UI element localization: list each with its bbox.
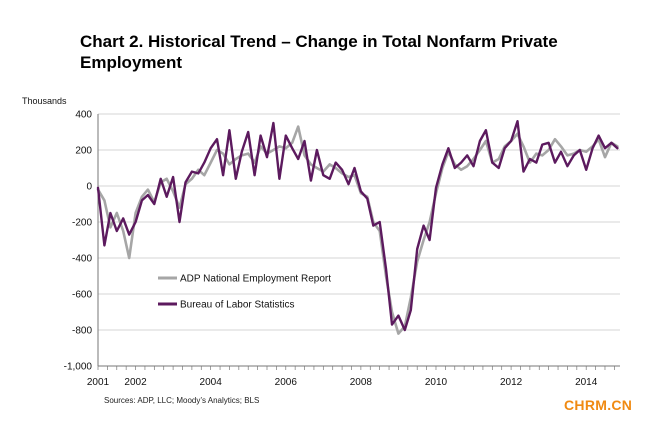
series-lines — [96, 120, 619, 335]
x-tick-label: 2006 — [275, 377, 298, 388]
y-tick-label: 400 — [75, 110, 92, 121]
series-line-bls — [96, 120, 619, 332]
y-tick-label: -600 — [72, 290, 92, 301]
chart-title: Chart 2. Historical Trend – Change in To… — [80, 32, 558, 72]
source-note: Sources: ADP, LLC; Moody’s Analytics; BL… — [104, 396, 260, 405]
y-tick-label: -200 — [72, 218, 92, 229]
legend-label: ADP National Employment Report — [180, 274, 331, 285]
legend: ADP National Employment Report Bureau of … — [158, 274, 331, 311]
y-tick-label: 200 — [75, 146, 92, 157]
watermark: CHRM.CN — [564, 397, 633, 413]
grid-lines — [98, 113, 620, 367]
x-tick-label: 2014 — [575, 377, 598, 388]
axes: 400 200 0 -200 -400 -600 -800 -1,000 2001 2002 200… — [64, 110, 620, 388]
x-tick-label: 2001 — [87, 377, 110, 388]
y-tick-label: -1,000 — [64, 362, 93, 373]
y-tick-label: 0 — [86, 182, 92, 193]
x-tick-label: 2002 — [124, 377, 147, 388]
y-axis-label: Thousands — [22, 96, 67, 106]
x-tick-label: 2012 — [500, 377, 523, 388]
x-tick-label: 2008 — [350, 377, 373, 388]
x-tick-label: 2004 — [200, 377, 223, 388]
x-tick-label: 2010 — [425, 377, 448, 388]
y-tick-label: -400 — [72, 254, 92, 265]
y-tick-label: -800 — [72, 326, 92, 337]
legend-label: Bureau of Labor Statistics — [180, 300, 295, 311]
